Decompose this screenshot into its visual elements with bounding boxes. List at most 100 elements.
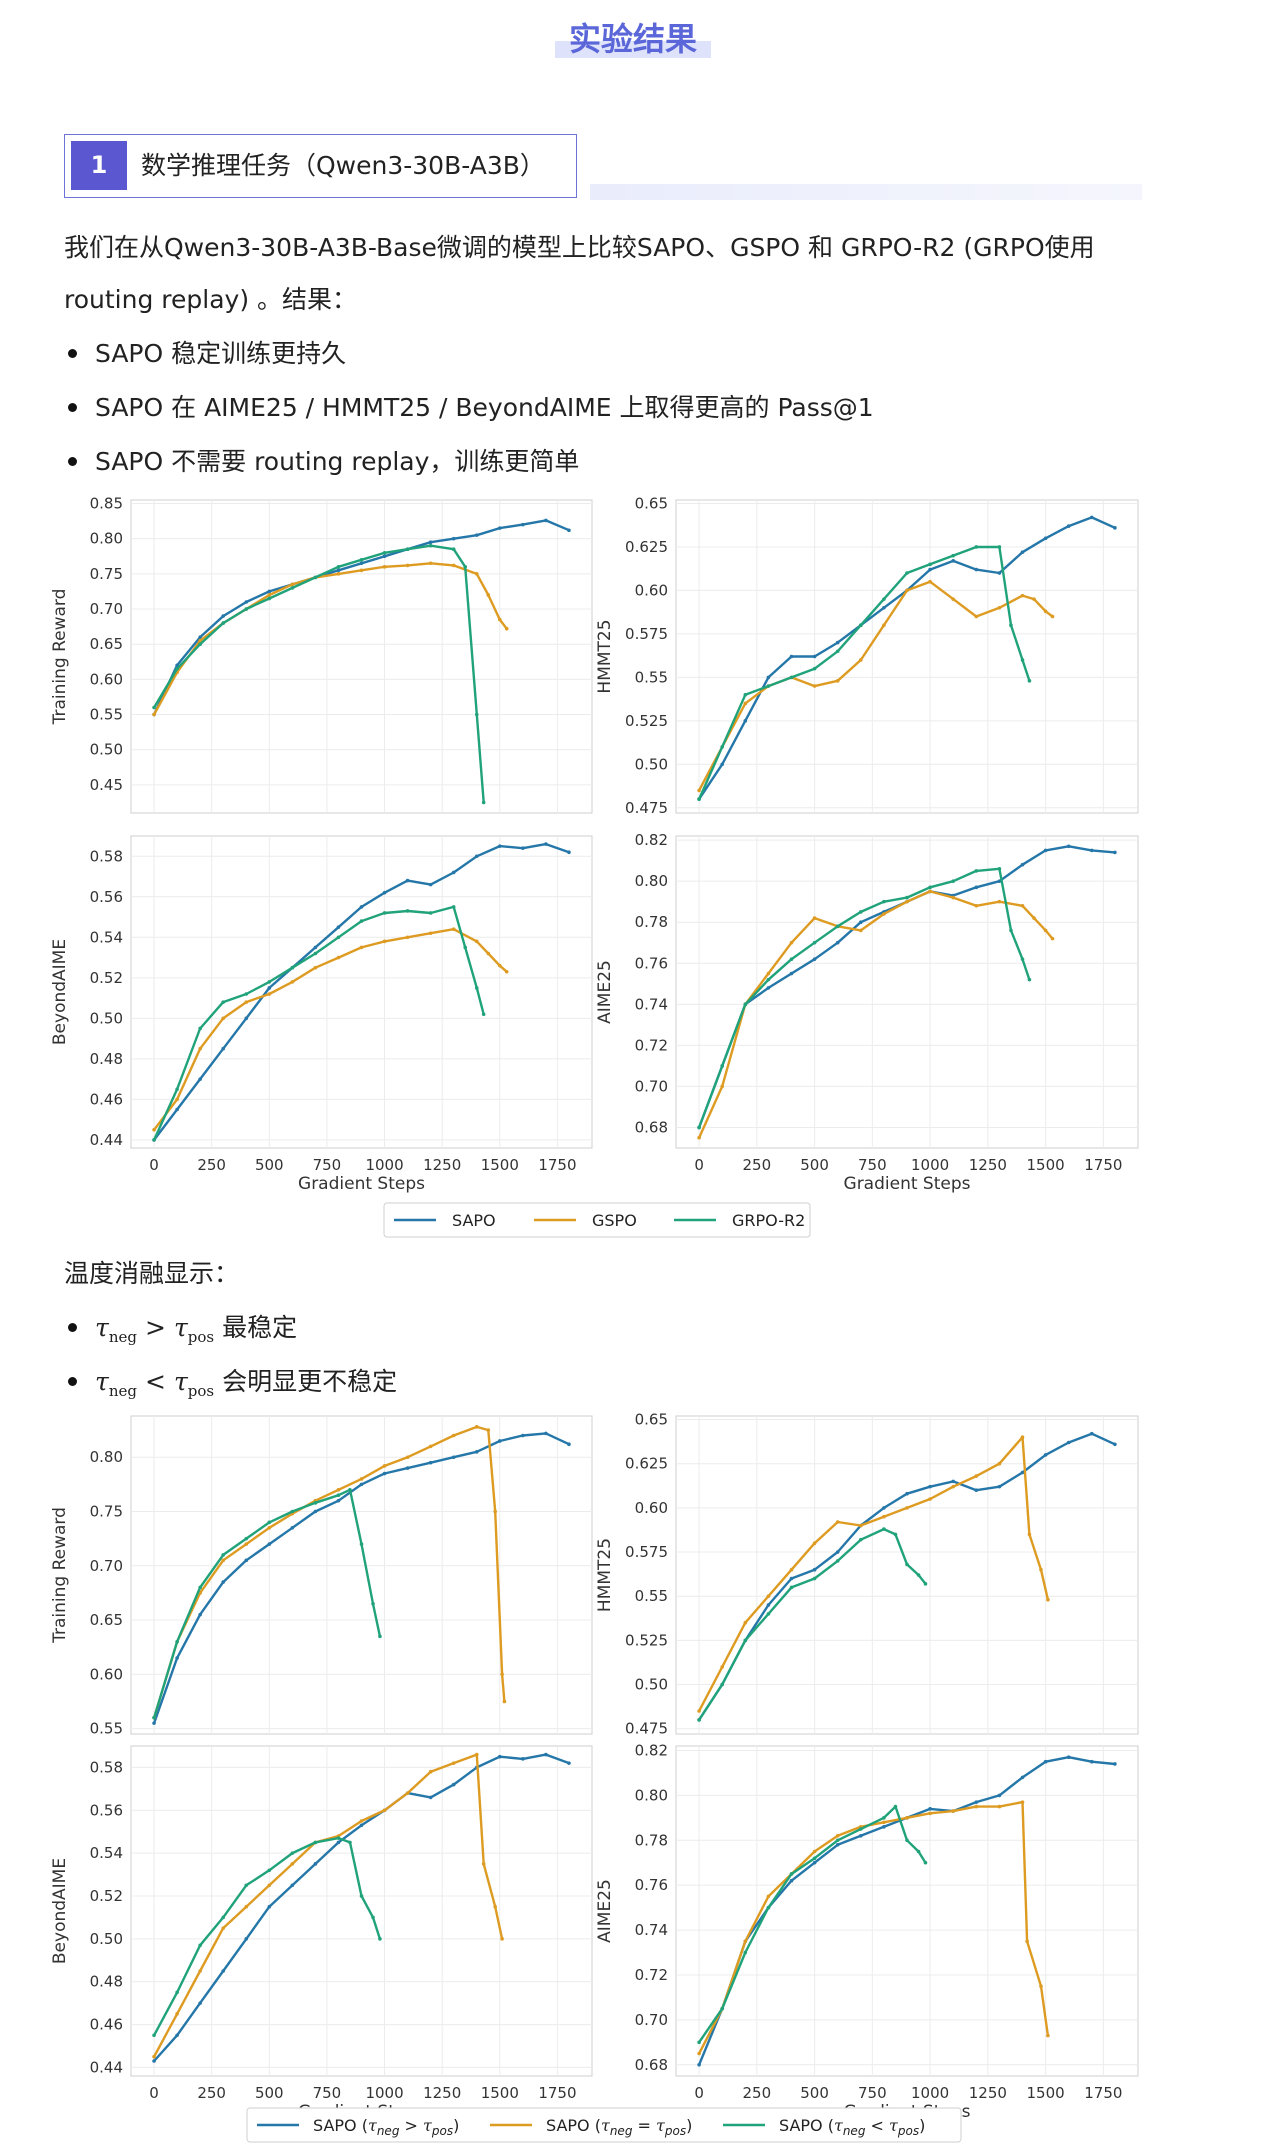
data-point bbox=[348, 1840, 352, 1845]
data-point bbox=[500, 1937, 504, 1941]
series-line bbox=[698, 1800, 1050, 2055]
data-point bbox=[916, 1849, 921, 1854]
data-point bbox=[463, 945, 468, 950]
data-point bbox=[1113, 1442, 1117, 1447]
data-point bbox=[152, 1721, 156, 1725]
bullet-item: SAPO 稳定训练更持久 bbox=[68, 334, 346, 374]
data-point bbox=[359, 568, 364, 573]
bullet-dot bbox=[68, 402, 77, 412]
data-point bbox=[1032, 916, 1036, 920]
bullet-text: SAPO 稳定训练更持久 bbox=[95, 339, 347, 368]
data-point bbox=[928, 1807, 932, 1811]
x-tick-label: 0 bbox=[694, 1156, 704, 1174]
data-point bbox=[405, 909, 410, 913]
ablation-intro: 温度消融显示： bbox=[64, 1259, 240, 1288]
data-point bbox=[1090, 515, 1094, 520]
data-point bbox=[198, 1943, 202, 1948]
data-point bbox=[221, 614, 225, 618]
data-point bbox=[359, 561, 364, 566]
y-tick-label: 0.70 bbox=[90, 600, 123, 618]
data-point bbox=[267, 992, 272, 996]
data-point bbox=[882, 606, 886, 610]
x-tick-label: 750 bbox=[313, 1156, 342, 1174]
data-point bbox=[1066, 524, 1071, 528]
data-point bbox=[451, 1455, 456, 1460]
data-point bbox=[221, 1969, 225, 1973]
data-point bbox=[451, 1761, 456, 1765]
data-point bbox=[474, 1425, 479, 1429]
data-point bbox=[175, 1097, 179, 1102]
y-tick-label: 0.65 bbox=[635, 1411, 668, 1429]
data-point bbox=[359, 557, 364, 562]
x-tick-label: 1250 bbox=[969, 1156, 1007, 1174]
x-tick-label: 750 bbox=[858, 2084, 887, 2102]
x-tick-label: 1500 bbox=[481, 1156, 519, 1174]
data-point bbox=[290, 980, 295, 984]
data-point bbox=[905, 1562, 909, 1567]
data-point bbox=[743, 719, 748, 723]
y-axis-label: HMMT25 bbox=[595, 619, 615, 693]
data-point bbox=[336, 568, 341, 573]
data-point bbox=[720, 2006, 724, 2011]
data-point bbox=[835, 679, 840, 683]
data-point bbox=[405, 547, 410, 552]
data-point bbox=[743, 1620, 748, 1625]
data-point bbox=[812, 1541, 817, 1545]
y-tick-label: 0.52 bbox=[90, 1887, 123, 1905]
data-point bbox=[1009, 623, 1013, 627]
data-point bbox=[697, 1135, 701, 1140]
data-point bbox=[882, 1825, 886, 1829]
data-point bbox=[313, 1501, 318, 1505]
data-point bbox=[1027, 1532, 1032, 1537]
x-tick-label: 1750 bbox=[538, 2084, 576, 2102]
data-point bbox=[504, 969, 509, 974]
data-point bbox=[567, 850, 571, 855]
y-tick-label: 0.82 bbox=[635, 1741, 668, 1759]
math-rhs: τpos bbox=[173, 1313, 215, 1346]
data-point bbox=[882, 623, 886, 627]
data-point bbox=[997, 1484, 1002, 1489]
y-tick-label: 0.68 bbox=[635, 1118, 668, 1136]
y-tick-label: 0.48 bbox=[90, 1050, 123, 1068]
data-point bbox=[835, 924, 840, 929]
x-tick-label: 1500 bbox=[1027, 1156, 1065, 1174]
data-point bbox=[244, 1536, 249, 1541]
x-tick-label: 500 bbox=[255, 1156, 284, 1174]
data-point bbox=[951, 597, 955, 601]
data-point bbox=[521, 522, 525, 527]
bullet-text: 最稳定 bbox=[222, 1313, 298, 1342]
y-axis-label: AIME25 bbox=[595, 1879, 615, 1943]
data-point bbox=[1025, 1939, 1029, 1944]
legend-box bbox=[246, 2107, 962, 2143]
data-point bbox=[198, 1026, 202, 1031]
data-point bbox=[697, 1125, 701, 1130]
data-point bbox=[743, 1638, 748, 1643]
data-point bbox=[221, 1046, 225, 1051]
y-tick-label: 0.80 bbox=[90, 1448, 123, 1466]
data-point bbox=[428, 931, 433, 936]
data-point bbox=[1043, 1453, 1048, 1457]
data-point bbox=[290, 582, 295, 587]
data-point bbox=[336, 565, 341, 569]
data-point bbox=[1090, 848, 1094, 853]
data-point bbox=[267, 986, 272, 990]
data-point bbox=[474, 533, 479, 537]
y-tick-label: 0.46 bbox=[90, 2016, 123, 2034]
x-tick-label: 1000 bbox=[911, 1156, 949, 1174]
y-tick-label: 0.50 bbox=[90, 741, 123, 759]
data-point bbox=[997, 545, 1002, 549]
data-point bbox=[1090, 1431, 1094, 1436]
y-axis-label: Training Reward bbox=[50, 589, 70, 726]
data-point bbox=[428, 1460, 433, 1465]
data-point bbox=[1009, 928, 1013, 933]
data-point bbox=[336, 572, 341, 576]
data-point bbox=[1020, 1800, 1025, 1804]
data-point bbox=[1066, 844, 1071, 849]
data-point bbox=[544, 1752, 548, 1757]
data-point bbox=[221, 1000, 225, 1004]
y-tick-label: 0.50 bbox=[635, 1676, 668, 1694]
section-heading: 1 数学推理任务（Qwen3-30B-A3B） bbox=[64, 134, 577, 198]
data-point bbox=[428, 540, 433, 545]
data-point bbox=[951, 1479, 955, 1484]
data-point bbox=[481, 1012, 486, 1017]
